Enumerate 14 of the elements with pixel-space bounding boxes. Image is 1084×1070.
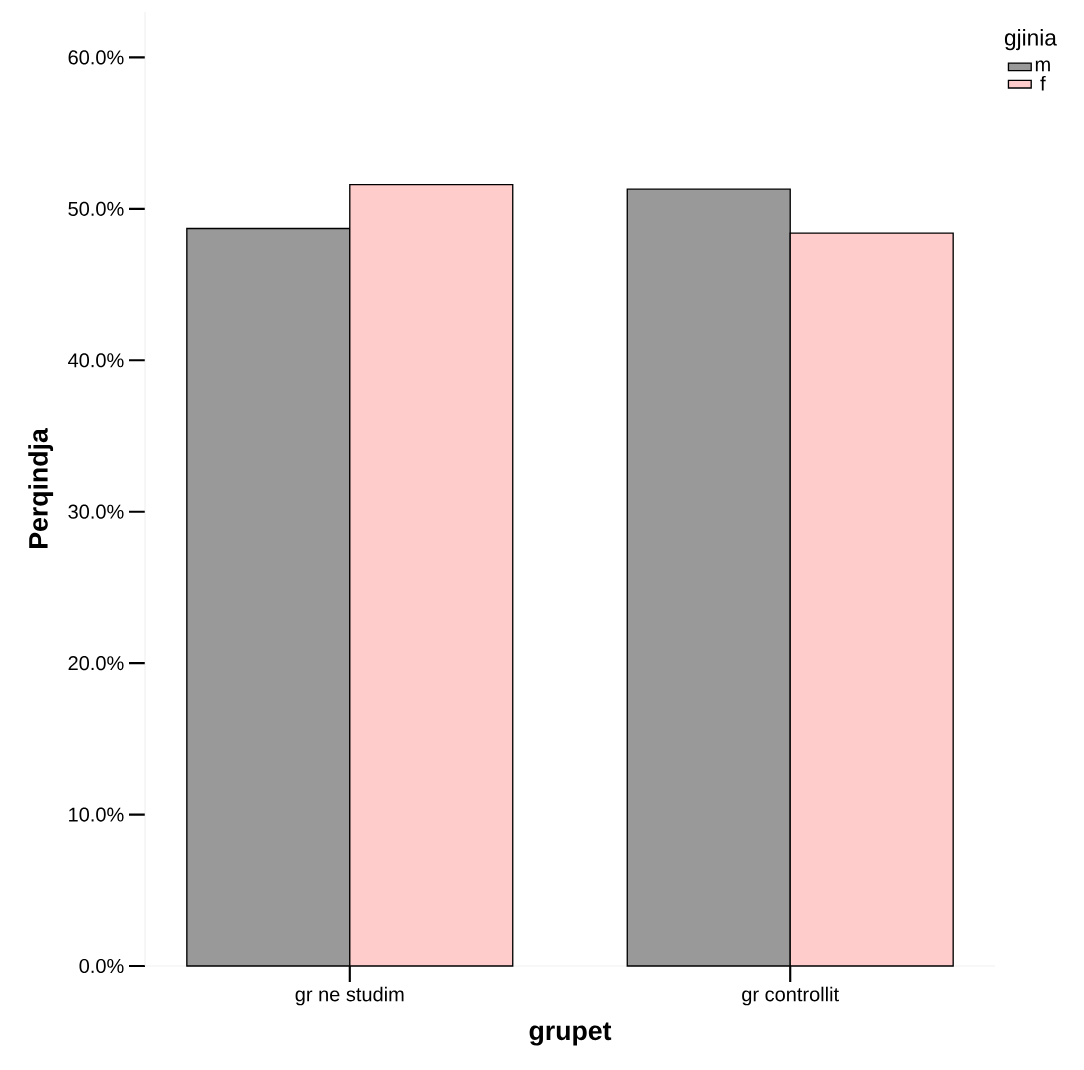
y-tick-label: 20.0% <box>68 656 124 671</box>
x-tick-label: gr controllit <box>742 986 839 1006</box>
legend-title: gjinia <box>1004 29 1057 51</box>
y-tick-label: 0.0% <box>79 958 124 974</box>
y-tick-label: 10.0% <box>69 807 124 822</box>
legend-label: f <box>1040 75 1046 91</box>
y-tick-label: 40.0% <box>68 353 124 368</box>
legend-label: m <box>1035 60 1050 72</box>
y-axis-title: Perqindja <box>28 428 54 548</box>
x-axis-title: grupet <box>529 1022 612 1046</box>
y-tick-label: 60.0% <box>68 50 124 65</box>
x-tick-label: gr ne studim <box>295 986 404 1006</box>
y-tick-label: 30.0% <box>68 504 124 519</box>
y-tick-label: 50.0% <box>68 201 124 216</box>
